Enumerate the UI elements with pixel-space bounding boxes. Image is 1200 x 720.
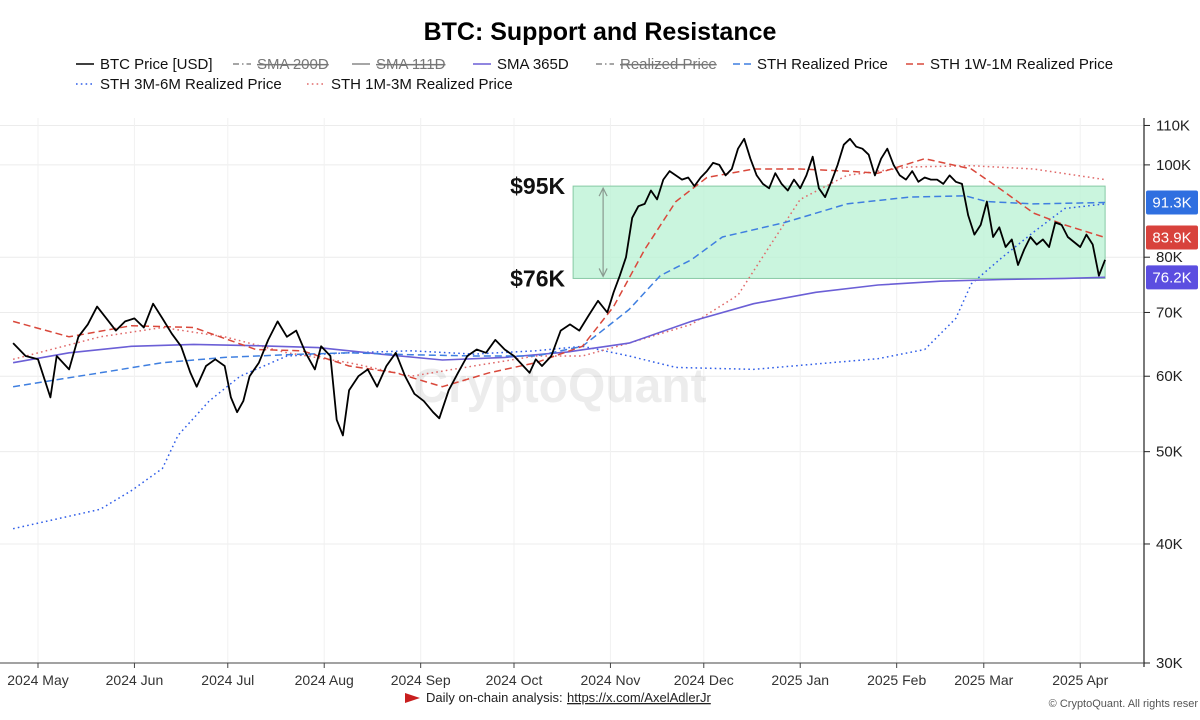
x-tick-label: 2024 May <box>7 672 68 688</box>
annotation-0: $95K <box>510 173 565 199</box>
series-group <box>12 137 1106 530</box>
chart-title: BTC: Support and Resistance <box>424 18 777 46</box>
band-rect <box>572 185 1106 279</box>
x-axis: 2024 May 2024 Jun 2024 Jul 2024 Aug 2024 Sep… <box>0 662 1144 688</box>
badge-label-2: 76.2K <box>1152 269 1191 286</box>
legend-item-sth[interactable]: STH Realized Price <box>733 56 888 73</box>
x-tick-label: 2024 Dec <box>674 672 734 688</box>
x-tick-label: 2025 Mar <box>954 672 1013 688</box>
y-tick-label: 70K <box>1156 304 1183 321</box>
series-btc <box>12 137 1106 437</box>
y-axis: 110K 100K 80K 70K 60K 50K 40K 30K <box>1143 117 1191 672</box>
watermark: CryptoQuant <box>413 360 706 413</box>
x-tick-label: 2024 Jun <box>106 672 164 688</box>
x-tick-label: 2024 Sep <box>391 672 451 688</box>
range-arrow-bottom <box>598 268 608 278</box>
x-tick-label: 2025 Feb <box>867 672 926 688</box>
legend-label: SMA 200D <box>257 56 329 73</box>
series-sth1m3m <box>12 164 1106 377</box>
series-sth <box>12 195 1106 388</box>
legend-item-realized[interactable]: Realized Price <box>596 56 717 73</box>
legend-label: STH Realized Price <box>757 56 888 73</box>
series-sth3m6m <box>12 203 1106 530</box>
y-tick-label: 30K <box>1156 655 1183 672</box>
y-tick-label: 100K <box>1156 157 1191 174</box>
x-tick-label: 2024 Jul <box>201 672 254 688</box>
badge-1 <box>1146 225 1198 250</box>
x-tick-label: 2025 Apr <box>1052 672 1108 688</box>
annotation-1: $76K <box>510 265 565 291</box>
badge-0 <box>1146 190 1198 215</box>
legend-label: SMA 365D <box>497 56 569 73</box>
series-sma365 <box>12 276 1106 364</box>
legend-item-sth1w1m[interactable]: STH 1W-1M Realized Price <box>906 56 1113 73</box>
legend-item-sma365[interactable]: SMA 365D <box>473 56 569 73</box>
x-tick-label: 2024 Oct <box>486 672 543 688</box>
value-badges: 91.3K 83.9K 76.2K <box>1146 190 1198 290</box>
legend-label: STH 1W-1M Realized Price <box>930 56 1113 73</box>
legend-item-btc[interactable]: BTC Price [USD] <box>76 56 213 73</box>
legend-label: Realized Price <box>620 56 717 73</box>
legend-label: SMA 111D <box>376 56 446 73</box>
badge-label-0: 91.3K <box>1152 195 1191 212</box>
range-arrow-top <box>598 186 608 197</box>
flag-icon <box>405 693 420 703</box>
legend-label: STH 3M-6M Realized Price <box>100 76 282 93</box>
legend: BTC Price [USD] SMA 200D SMA 111D SMA 365D R… <box>76 56 1113 93</box>
badge-2 <box>1146 265 1198 290</box>
x-tick-label: 2024 Nov <box>580 672 640 688</box>
band-annotations: $95K $76K <box>510 173 565 291</box>
x-tick-label: 2024 Aug <box>295 672 354 688</box>
badge-label-1: 83.9K <box>1152 230 1191 247</box>
y-tick-label: 80K <box>1156 249 1183 266</box>
legend-item-sma111[interactable]: SMA 111D <box>352 56 446 73</box>
legend-item-sth1m3m[interactable]: STH 1M-3M Realized Price <box>307 76 513 93</box>
gridlines <box>0 118 1144 664</box>
y-tick-label: 40K <box>1156 536 1183 553</box>
y-tick-label: 60K <box>1156 368 1183 385</box>
x-tick-label: 2025 Jan <box>771 672 829 688</box>
y-tick-label: 110K <box>1156 117 1190 134</box>
legend-item-sma200[interactable]: SMA 200D <box>233 56 329 73</box>
support-resistance-band <box>572 185 1106 279</box>
footer-prefix: Daily on-chain analysis: <box>426 690 563 705</box>
footer: Daily on-chain analysis: https://x.com/A… <box>405 690 1198 710</box>
y-tick-label: 50K <box>1156 444 1183 461</box>
footer-link[interactable]: https://x.com/AxelAdlerJr <box>567 690 711 705</box>
legend-label: STH 1M-3M Realized Price <box>331 76 513 93</box>
legend-label: BTC Price [USD] <box>100 56 213 73</box>
legend-item-sth3m6m[interactable]: STH 3M-6M Realized Price <box>76 76 282 93</box>
copyright: © CryptoQuant. All rights reser <box>1049 698 1199 710</box>
